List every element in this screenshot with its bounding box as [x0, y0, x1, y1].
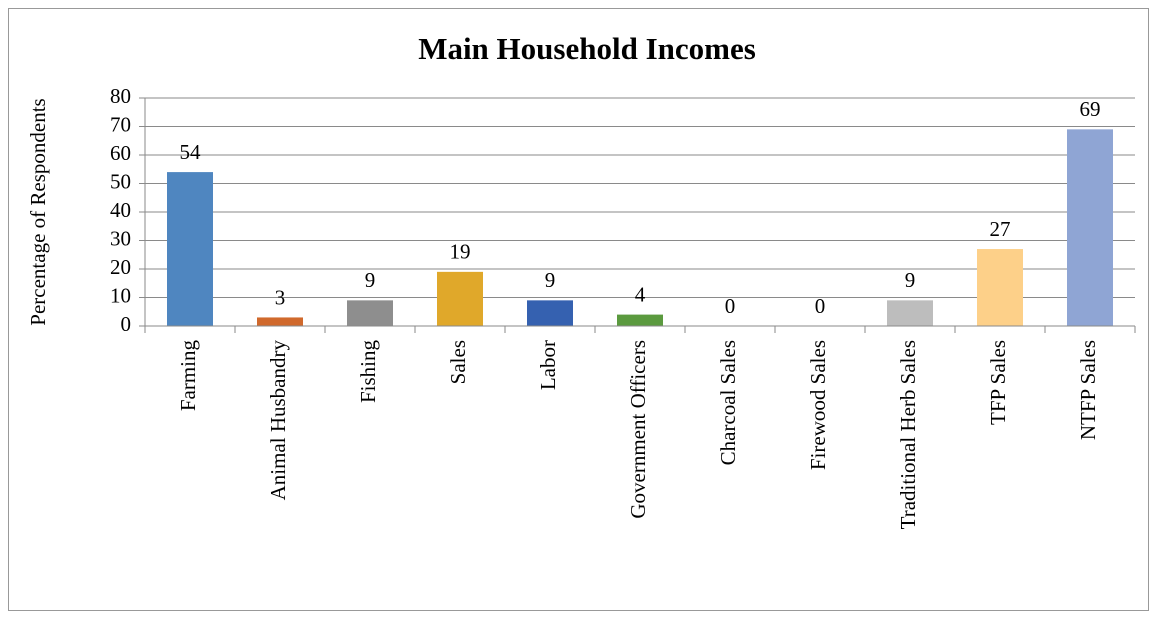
y-tick-label: 40 — [110, 198, 131, 222]
x-tick-label: NTFP Sales — [1076, 340, 1100, 440]
data-label: 27 — [990, 217, 1011, 241]
y-tick-label: 0 — [121, 312, 132, 336]
x-tick-label: Sales — [446, 340, 470, 384]
bar — [257, 317, 303, 326]
bar — [1067, 129, 1113, 326]
bar — [977, 249, 1023, 326]
y-axis-label: Percentage of Respondents — [26, 98, 50, 325]
x-tick-label: Charcoal Sales — [716, 340, 740, 465]
data-label: 54 — [180, 140, 202, 164]
x-tick-label: Animal Husbandry — [266, 340, 290, 501]
x-tick-label: Firewood Sales — [806, 340, 830, 470]
chart-title: Main Household Incomes — [418, 31, 756, 66]
x-tick-label: Fishing — [356, 340, 380, 404]
x-tick-label: Government Officers — [626, 340, 650, 519]
data-label: 9 — [365, 268, 376, 292]
y-tick-label: 10 — [110, 283, 131, 307]
y-tick-label: 60 — [110, 141, 131, 165]
data-label: 3 — [275, 285, 286, 309]
y-tick-label: 50 — [110, 169, 131, 193]
data-label: 0 — [725, 294, 736, 318]
bar — [347, 300, 393, 326]
bar — [437, 271, 483, 326]
x-tick-label: Traditional Herb Sales — [896, 340, 920, 529]
x-tick-label: TFP Sales — [986, 340, 1010, 425]
x-tick-label: Labor — [536, 340, 560, 390]
bar — [167, 172, 213, 326]
bar — [887, 300, 933, 326]
data-label: 19 — [450, 240, 471, 264]
y-tick-label: 20 — [110, 255, 131, 279]
data-label: 69 — [1080, 97, 1101, 121]
y-tick-label: 70 — [110, 112, 131, 136]
data-label: 4 — [635, 282, 646, 306]
y-tick-label: 80 — [110, 84, 131, 108]
y-tick-label: 30 — [110, 226, 131, 250]
x-tick-label: Farming — [176, 340, 200, 412]
data-label: 0 — [815, 294, 826, 318]
data-label: 9 — [905, 268, 916, 292]
data-label: 9 — [545, 268, 556, 292]
bar — [527, 300, 573, 326]
bar — [617, 314, 663, 326]
